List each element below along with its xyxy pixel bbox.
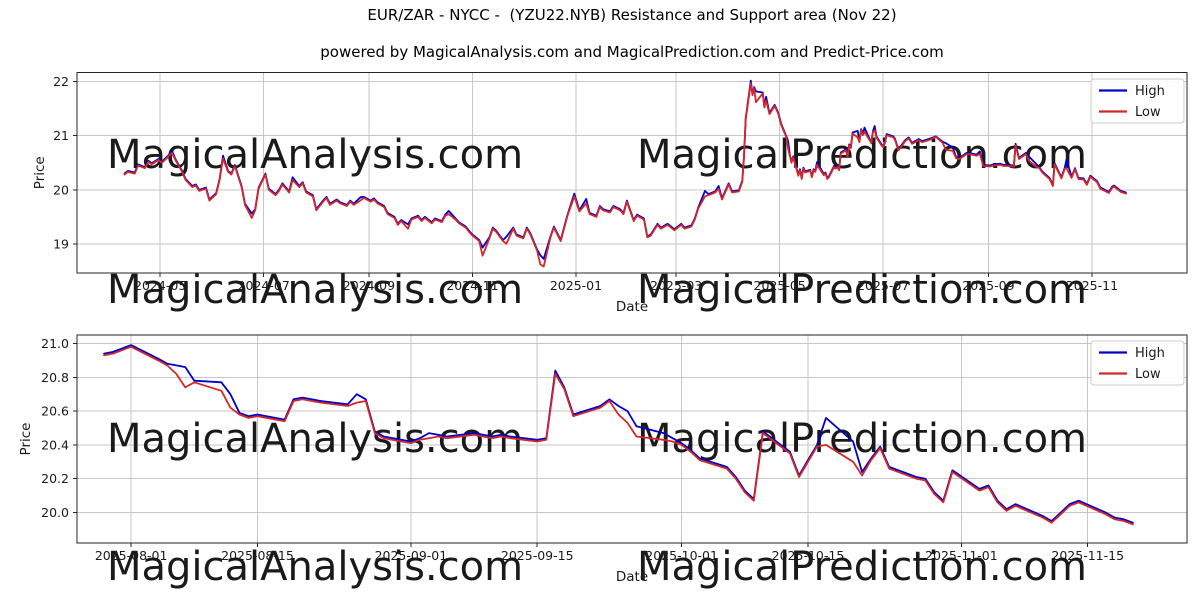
gridlines [77,72,1187,273]
plot-border [76,72,1188,274]
watermark-text: MagicalAnalysis.com [107,267,523,313]
x-tick-label: 2025-10-15 [772,548,845,563]
watermark-text: MagicalPrediction.com [637,544,1087,590]
x-tick-labels: 2024-05 2024-07 2024-09 2024-11 2025-01 2025-… [134,278,1118,293]
price-chart-bottom: MagicalAnalysis.com MagicalPrediction.com… [18,334,1188,590]
x-tick-labels: 2025-08-01 2025-08-15 2025-09-01 2025-09-15… [95,548,1124,563]
x-tick-label: 2025-03 [650,278,702,293]
x-tick-label: 2025-09-15 [501,548,574,563]
series-low-line [103,345,1134,526]
x-tick-label: 2025-01 [550,278,602,293]
x-tick-label: 2025-09 [962,278,1014,293]
gridlines [77,335,1187,543]
x-tick-label: 2025-07 [857,278,909,293]
series-high-line [103,344,1134,524]
watermarks: MagicalAnalysis.com MagicalPrediction.com… [107,416,1087,590]
watermarks: MagicalAnalysis.com MagicalPrediction.com… [107,132,1087,313]
y-tick-label: 22 [53,74,69,89]
watermark-text: MagicalPrediction.com [637,267,1087,313]
x-axis-label: Date [616,299,648,315]
x-tick-label: 2025-05 [754,278,806,293]
legend-label-high: High [1135,346,1165,361]
x-tick-label: 2024-05 [134,278,186,293]
watermark-text: MagicalAnalysis.com [107,132,523,178]
legend-label-low: Low [1135,367,1161,382]
legend: High Low [1090,78,1185,124]
watermark-text: MagicalAnalysis.com [107,544,523,590]
x-tick-label: 2024-09 [343,278,395,293]
x-tick-label: 2025-08-15 [221,548,294,563]
x-tick-label: 2025-09-01 [375,548,448,563]
ticks [73,342,1089,547]
ticks [73,81,1093,277]
figure-title: EUR/ZAR - NYCC - (YZU22.NYB) Resistance … [367,6,897,24]
legend-label-high: High [1135,84,1165,99]
x-tick-label: 2025-11 [1066,278,1118,293]
legend-label-low: Low [1135,105,1161,120]
y-tick-labels: 19 20 21 22 [53,74,69,251]
y-tick-label: 20.2 [41,471,69,486]
y-tick-labels: 20.0 20.2 20.4 20.6 20.8 21.0 [41,336,69,520]
figure-subtitle: powered by MagicalAnalysis.com and Magic… [320,43,944,61]
x-tick-label: 2025-11-15 [1051,548,1124,563]
x-tick-label: 2025-08-01 [95,548,168,563]
x-axis-label: Date [616,569,648,585]
plot-border [76,334,1188,544]
y-tick-label: 20.8 [41,370,69,385]
y-tick-label: 20.0 [41,505,69,520]
x-tick-label: 2024-07 [238,278,290,293]
legend: High Low [1090,340,1185,386]
x-tick-label: 2025-11-01 [925,548,998,563]
y-tick-label: 20.6 [41,404,69,419]
series-low-line [123,82,1127,268]
y-tick-label: 21.0 [41,336,69,351]
x-tick-label: 2024-11 [446,278,498,293]
y-tick-label: 20 [53,182,69,197]
watermark-text: MagicalPrediction.com [637,416,1087,462]
watermark-text: MagicalAnalysis.com [107,416,523,462]
y-axis-label: Price [18,423,34,456]
y-tick-label: 19 [53,236,69,251]
y-axis-label: Price [32,156,48,189]
x-tick-label: 2025-10-01 [645,548,718,563]
watermark-text: MagicalPrediction.com [637,132,1087,178]
price-chart-top: MagicalAnalysis.com MagicalPrediction.com… [32,72,1188,315]
y-tick-label: 21 [53,128,69,143]
y-tick-label: 20.4 [41,437,69,452]
